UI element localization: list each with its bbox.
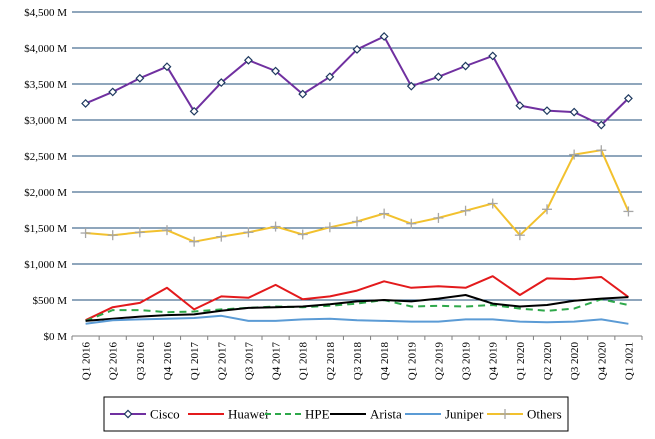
x-tick-label: Q1 2019 <box>406 342 418 381</box>
data-point-cisco <box>325 72 335 82</box>
data-point-cisco <box>108 87 118 97</box>
y-tick-label: $2,500 M <box>24 151 67 163</box>
data-point-others <box>514 230 525 241</box>
data-point-cisco <box>162 62 172 72</box>
data-point-others <box>406 218 417 229</box>
data-point-cisco <box>406 81 416 91</box>
data-point-others <box>433 212 444 223</box>
data-point-others <box>569 149 580 160</box>
legend-label: Huawei <box>228 407 269 422</box>
legend-item-cisco: Cisco <box>110 407 180 422</box>
axes: $0 M $500 M $1,000 M $1,500 M $2,000 M $2,500… <box>24 7 643 381</box>
legend-item-hpe: HPE <box>265 407 330 422</box>
x-tick-label: Q2 2020 <box>542 342 554 381</box>
data-point-others <box>243 227 254 238</box>
y-tick-label: $4,000 M <box>24 43 67 55</box>
x-tick-label: Q1 2017 <box>189 342 201 381</box>
legend-label: Arista <box>370 407 402 422</box>
data-point-others <box>297 229 308 240</box>
y-tick-label: $0 M <box>43 331 67 343</box>
data-point-cisco <box>488 51 498 61</box>
data-point-cisco <box>352 44 362 54</box>
data-point-others <box>460 205 471 216</box>
x-tick-label: Q4 2018 <box>379 342 391 381</box>
data-point-cisco <box>298 89 308 99</box>
y-tick-label: $4,500 M <box>24 7 67 19</box>
x-tick-label: Q1 2020 <box>515 342 527 381</box>
y-tick-label: $1,500 M <box>24 223 67 235</box>
data-point-cisco <box>243 55 253 65</box>
data-point-others <box>487 198 498 209</box>
series-line-huawei <box>85 275 629 322</box>
data-point-others <box>352 216 362 227</box>
data-point-others <box>623 206 634 217</box>
legend-item-arista: Arista <box>330 407 402 422</box>
legend-item-others: Others <box>487 407 562 422</box>
legend-item-huawei: Huawei <box>188 407 269 422</box>
series-line-arista <box>85 294 629 322</box>
y-tick-label: $500 M <box>32 295 67 307</box>
x-tick-label: Q2 2019 <box>433 342 445 381</box>
data-point-cisco <box>135 73 145 83</box>
data-point-others <box>189 236 200 247</box>
data-point-cisco <box>433 72 443 82</box>
data-point-cisco <box>379 32 389 41</box>
series-markers <box>80 32 634 247</box>
x-tick-label: Q1 2016 <box>81 342 93 381</box>
series-line-hpe <box>85 298 629 322</box>
data-point-others <box>542 204 552 215</box>
data-point-cisco <box>515 101 525 111</box>
y-tick-label: $3,000 M <box>24 115 67 127</box>
data-point-others <box>216 231 227 242</box>
series-line-juniper <box>85 314 629 325</box>
legend-marker <box>123 409 133 419</box>
x-tick-label: Q2 2018 <box>325 342 337 381</box>
data-point-cisco <box>461 61 471 71</box>
x-tick-label: Q3 2019 <box>461 342 473 381</box>
data-point-others <box>324 222 335 233</box>
data-point-cisco <box>596 120 606 130</box>
legend-label: Juniper <box>445 407 484 422</box>
legend: Cisco Huawei HPE Arista Juniper Others <box>103 396 569 432</box>
y-tick-label: $3,500 M <box>24 79 67 91</box>
x-tick-label: Q3 2020 <box>569 342 581 381</box>
x-tick-label: Q4 2020 <box>596 342 608 381</box>
data-point-others <box>80 228 91 239</box>
data-point-others <box>270 221 281 232</box>
legend-label: HPE <box>305 407 330 422</box>
x-tick-label: Q3 2016 <box>135 342 147 381</box>
data-point-others <box>379 208 390 219</box>
data-point-cisco <box>216 78 226 88</box>
x-tick-label: Q4 2016 <box>162 342 174 381</box>
x-tick-label: Q1 2018 <box>298 342 310 381</box>
legend-label: Others <box>527 407 562 422</box>
data-point-cisco <box>569 107 579 117</box>
data-point-cisco <box>271 66 281 76</box>
x-tick-label: Q4 2019 <box>488 342 500 381</box>
legend-item-juniper: Juniper <box>405 407 484 422</box>
x-tick-label: Q1 2021 <box>623 342 635 380</box>
data-point-others <box>107 230 118 241</box>
x-tick-label: Q2 2016 <box>108 342 120 381</box>
data-point-cisco <box>542 106 552 116</box>
x-tick-label: Q4 2017 <box>271 342 283 381</box>
data-point-cisco <box>623 93 633 103</box>
data-point-others <box>134 227 145 238</box>
series-lines <box>85 35 630 325</box>
x-tick-label: Q3 2017 <box>243 342 255 381</box>
x-tick-label: Q3 2018 <box>352 342 364 381</box>
y-tick-label: $1,000 M <box>24 259 67 271</box>
x-tick-label: Q2 2017 <box>216 342 228 381</box>
legend-label: Cisco <box>150 407 180 422</box>
data-point-cisco <box>81 98 91 108</box>
y-tick-label: $2,000 M <box>24 187 67 199</box>
data-point-cisco <box>189 106 199 116</box>
data-point-others <box>596 145 607 156</box>
data-point-others <box>162 225 172 236</box>
